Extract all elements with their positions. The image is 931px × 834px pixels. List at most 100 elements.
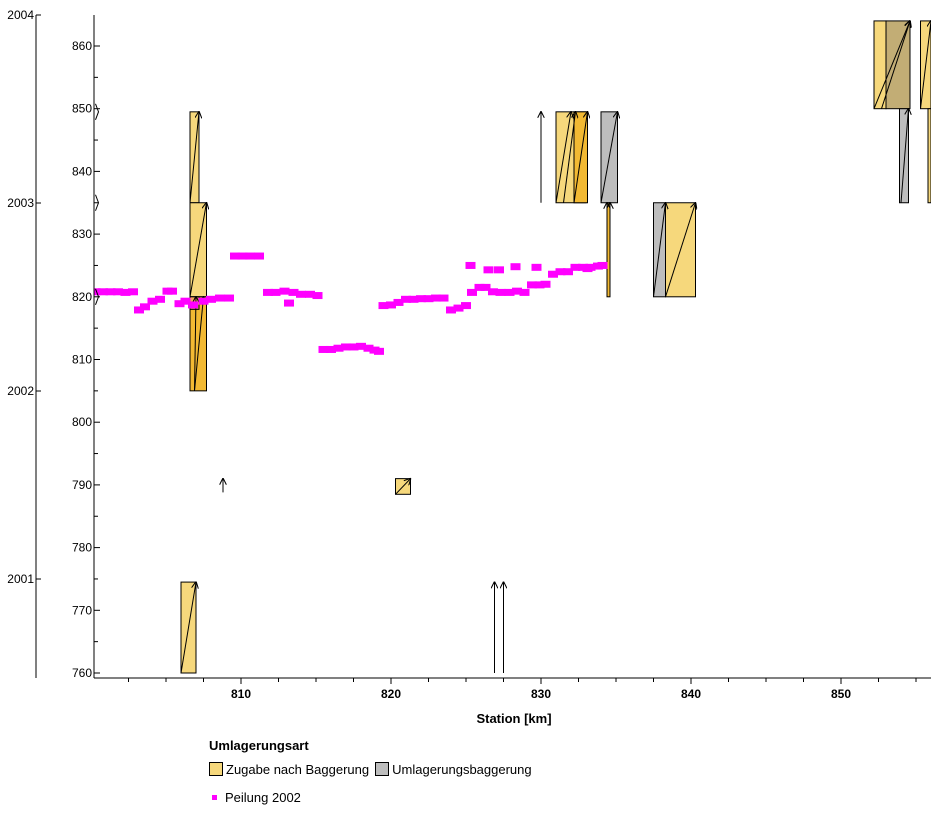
legend-label-peilung: Peilung 2002 xyxy=(225,789,301,805)
legend-swatch-peilung xyxy=(212,794,217,800)
peilung-point-33 xyxy=(341,343,351,351)
peilung-point-71 xyxy=(483,266,494,274)
y-right-tick-label-770: 770 xyxy=(72,603,92,617)
peilung-point-39 xyxy=(378,302,389,310)
legend: Umlagerungsart Zugabe nach Baggerung Uml… xyxy=(209,738,538,807)
axis-arrowhead-1 xyxy=(95,194,100,211)
transfer-arrow-20 xyxy=(920,21,931,109)
peilung-point-3 xyxy=(113,288,123,296)
peilung-point-14 xyxy=(188,301,198,309)
transfer-box-13 xyxy=(885,20,911,110)
peilung-point-58 xyxy=(519,288,530,296)
peilung-point-6 xyxy=(134,306,144,314)
peilung-point-28 xyxy=(305,290,315,298)
transfer-arrow-1 xyxy=(189,203,207,297)
transfer-arrow-0 xyxy=(189,112,199,203)
transfer-arrow-7 xyxy=(563,112,576,203)
transfer-box-2 xyxy=(189,296,207,392)
transfer-box-16 xyxy=(927,108,931,204)
y-right-tick-label-840: 840 xyxy=(72,164,92,178)
y-right-tick-label-860: 860 xyxy=(72,39,92,53)
peilung-point-24 xyxy=(270,288,281,296)
peilung-point-48 xyxy=(446,306,456,314)
peilung-point-2 xyxy=(105,288,116,296)
peilung-point-19 xyxy=(230,252,240,260)
peilung-point-49 xyxy=(453,304,464,312)
legend-item-umlagerung: Umlagerungsbaggerung xyxy=(375,761,532,777)
peilung-point-75 xyxy=(582,265,593,273)
peilung-point-16 xyxy=(206,295,216,303)
peilung-point-23 xyxy=(263,288,273,296)
legend-item-zugabe: Zugabe nach Baggerung xyxy=(209,762,369,777)
plot-area xyxy=(94,20,931,674)
peilung-point-21 xyxy=(245,252,255,260)
legend-label-zugabe: Zugabe nach Baggerung xyxy=(226,761,370,777)
peilung-point-69 xyxy=(597,261,608,269)
transfer-arrow-15 xyxy=(395,479,411,495)
legend-swatch-zugabe xyxy=(209,762,223,776)
peilung-point-55 xyxy=(495,288,506,296)
peilung-point-63 xyxy=(555,268,566,276)
peilung-point-32 xyxy=(333,344,344,352)
peilung-point-31 xyxy=(326,345,336,353)
peilung-point-70 xyxy=(465,261,476,269)
peilung-point-11 xyxy=(167,287,177,295)
peilung-point-52 xyxy=(474,283,485,291)
transfer-arrow-12 xyxy=(653,203,666,297)
peilung-point-35 xyxy=(356,342,366,350)
peilung-point-59 xyxy=(527,281,537,289)
peilung-point-45 xyxy=(423,295,434,303)
transfer-arrow-9 xyxy=(600,112,618,203)
x-tick-label-830: 830 xyxy=(531,687,551,701)
y-left-tick-label-2003: 2003 xyxy=(7,196,34,210)
x-tick-label-840: 840 xyxy=(681,687,701,701)
peilung-point-73 xyxy=(510,263,521,271)
peilung-point-44 xyxy=(416,295,426,303)
peilung-point-60 xyxy=(534,281,545,289)
peilung-point-57 xyxy=(512,287,522,295)
transfer-arrow-3 xyxy=(195,297,197,391)
peilung-point-27 xyxy=(296,290,306,298)
transfer-box-12 xyxy=(873,20,887,110)
y-left-tick-label-2004: 2004 xyxy=(7,8,34,22)
legend-swatch-umlagerung xyxy=(375,762,390,776)
peilung-point-8 xyxy=(147,297,158,305)
transfer-arrow-19 xyxy=(881,21,911,109)
x-tick-label-810: 810 xyxy=(231,687,251,701)
peilung-point-50 xyxy=(461,302,471,310)
peilung-point-42 xyxy=(401,295,411,303)
peilung-point-34 xyxy=(348,343,359,351)
peilung-point-36 xyxy=(363,344,374,352)
peilung-point-61 xyxy=(540,280,551,288)
peilung-point-41 xyxy=(393,298,404,306)
peilung-point-53 xyxy=(480,283,491,291)
peilung-point-15 xyxy=(198,297,209,305)
y-left-tick-label-2002: 2002 xyxy=(7,384,34,398)
axis-arrowhead-0 xyxy=(95,103,100,121)
peilung-point-54 xyxy=(488,288,498,296)
transfer-arrow-13 xyxy=(665,203,696,297)
transfer-arrow-6 xyxy=(555,112,571,203)
y-right-tick-label-810: 810 xyxy=(72,353,92,367)
x-axis-label: Station [km] xyxy=(476,711,551,726)
peilung-point-43 xyxy=(408,295,419,303)
peilung-point-5 xyxy=(128,288,138,296)
peilung-point-12 xyxy=(174,300,185,308)
peilung-point-17 xyxy=(215,294,225,302)
legend-label-umlagerung: Umlagerungsbaggerung xyxy=(392,761,532,777)
peilung-point-0 xyxy=(94,288,101,296)
peilung-point-47 xyxy=(438,294,449,302)
legend-categories: Zugabe nach Baggerung Umlagerungsbaggeru… xyxy=(209,759,538,779)
y-right-tick-label-800: 800 xyxy=(72,415,92,429)
peilung-point-72 xyxy=(494,266,504,274)
peilung-point-9 xyxy=(155,295,165,303)
y-right-tick-label-820: 820 xyxy=(72,290,92,304)
transfer-arrow-21 xyxy=(900,109,909,203)
chart: 810 820 830 840 850 760 770 780 790 800 810 820 830 8… xyxy=(7,8,931,726)
x-tick-label-820: 820 xyxy=(381,687,401,701)
x-tick-label-850: 850 xyxy=(831,687,851,701)
peilung-point-7 xyxy=(140,303,150,311)
peilung-point-30 xyxy=(318,345,329,353)
peilung-point-40 xyxy=(386,301,396,309)
peilung-point-51 xyxy=(467,288,477,296)
